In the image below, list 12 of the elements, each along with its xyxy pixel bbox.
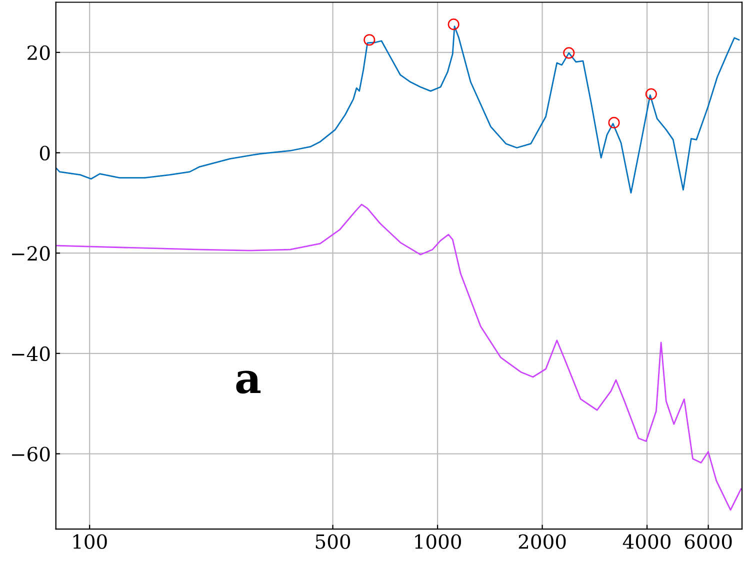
y-tick-label: 20 (28, 45, 50, 60)
annotation: a (236, 370, 261, 394)
y-tick-label: −60 (12, 446, 50, 462)
x-tick-label: 1000 (415, 534, 461, 549)
y-tick-label: −40 (12, 346, 50, 362)
x-tick-label: 6000 (684, 534, 732, 549)
x-tick-label: 100 (73, 534, 107, 549)
x-tick-label: 4000 (622, 534, 670, 549)
y-tick-label: 0 (40, 146, 50, 160)
x-tick-label: 2000 (518, 534, 566, 549)
y-tick-label: −20 (12, 246, 50, 261)
x-tick-label: 500 (316, 534, 350, 549)
